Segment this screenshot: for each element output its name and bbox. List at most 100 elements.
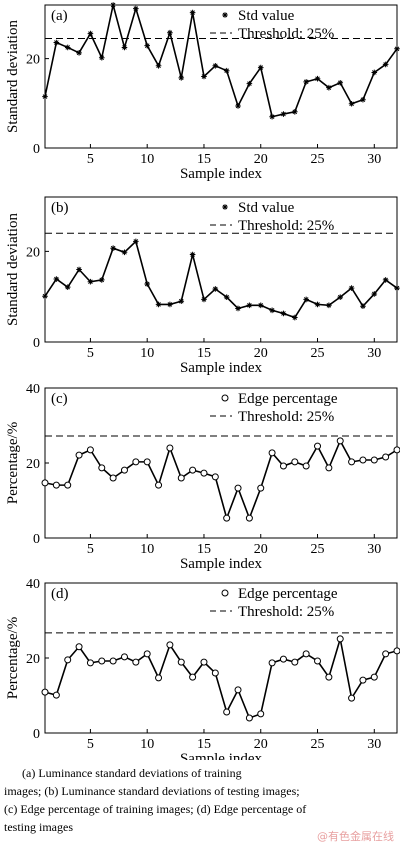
legend-label: Threshold: 25%: [238, 26, 334, 42]
data-point: [325, 464, 333, 472]
data-point: [336, 437, 344, 445]
legend-label: Std value: [238, 200, 295, 216]
data-point: [291, 658, 299, 666]
data-point: [41, 479, 49, 487]
figure: 0 20 5 10 15 20 25 30 Sample index Standard devia…: [5, 2, 400, 760]
y-tick-label: 0: [33, 727, 40, 742]
caption-line: (c) Edge percentage of training images; …: [4, 802, 307, 816]
x-tick-label: 15: [197, 542, 211, 557]
data-point: [303, 296, 309, 303]
data-point: [155, 301, 162, 308]
x-axis-label: Sample index: [180, 166, 263, 182]
data-point: [53, 39, 60, 46]
legend-label: Threshold: 25%: [238, 409, 334, 425]
x-tick-label: 15: [197, 346, 211, 361]
x-tick-label: 20: [254, 152, 268, 167]
data-point: [110, 2, 116, 8]
data-point: [314, 75, 321, 82]
data-point: [212, 286, 219, 292]
x-tick-label: 5: [87, 152, 94, 167]
data-point: [257, 64, 264, 71]
data-point: [257, 302, 264, 309]
data-point: [200, 469, 208, 477]
data-point: [132, 658, 140, 666]
x-tick-label: 20: [254, 542, 268, 557]
data-point: [212, 62, 219, 69]
data-point: [223, 514, 231, 522]
data-point: [336, 635, 344, 643]
data-point: [382, 650, 390, 658]
data-point: [257, 710, 265, 718]
data-point: [133, 238, 139, 245]
y-tick-label: 20: [26, 652, 40, 667]
caption-line: testing images: [4, 820, 73, 834]
legend-symbol: [221, 589, 229, 597]
panel-label: (b): [51, 200, 69, 216]
y-tick-label: 20: [26, 245, 40, 260]
series-line: [44, 638, 398, 720]
y-tick-label: 0: [33, 142, 40, 157]
data-point: [110, 245, 116, 252]
data-point: [348, 458, 356, 466]
data-point: [98, 54, 105, 61]
x-tick-label: 25: [311, 737, 325, 752]
data-point: [98, 277, 105, 283]
data-point: [166, 641, 174, 649]
x-tick-label: 30: [367, 346, 381, 361]
legend-symbol: [222, 204, 228, 210]
data-point: [64, 44, 71, 51]
y-tick-label: 0: [33, 336, 40, 351]
data-point: [223, 67, 230, 74]
data-point: [360, 303, 366, 310]
data-point: [280, 310, 287, 317]
legend-label: Std value: [238, 8, 295, 24]
data-point: [359, 456, 367, 464]
data-point: [121, 44, 128, 51]
caption: (a) Luminance standard deviations of tra…: [0, 764, 400, 836]
data-point: [98, 657, 106, 665]
data-point: [143, 458, 151, 466]
x-tick-label: 25: [311, 346, 325, 361]
y-axis-label: Standard deviation: [5, 213, 21, 326]
x-tick-label: 10: [140, 542, 154, 557]
series-line: [44, 439, 398, 521]
y-tick-label: 20: [26, 457, 40, 472]
data-point: [75, 643, 83, 651]
data-point: [155, 62, 162, 69]
data-point: [167, 301, 173, 308]
x-tick-label: 30: [367, 152, 381, 167]
x-axis-label: Sample index: [180, 751, 263, 760]
x-tick-label: 30: [367, 737, 381, 752]
legend-label: Threshold: 25%: [238, 604, 334, 620]
legend-label: Edge percentage: [238, 586, 338, 602]
caption-line: (a) Luminance standard deviations of tra…: [22, 766, 242, 780]
data-point: [189, 466, 197, 474]
y-tick-label: 40: [26, 577, 40, 592]
data-point: [371, 69, 378, 76]
panel-label: (d): [51, 586, 69, 602]
x-tick-label: 25: [311, 542, 325, 557]
series-line: [44, 239, 398, 319]
data-point: [314, 657, 322, 665]
x-axis-label: Sample index: [180, 360, 263, 376]
x-tick-label: 15: [197, 152, 211, 167]
x-tick-label: 20: [254, 737, 268, 752]
x-tick-label: 10: [140, 346, 154, 361]
legend-symbol: [221, 394, 229, 402]
data-point: [269, 113, 275, 120]
data-point: [292, 109, 298, 115]
data-point: [75, 451, 83, 459]
data-point: [234, 484, 242, 492]
data-point: [246, 80, 253, 87]
data-point: [268, 659, 276, 667]
data-point: [326, 84, 332, 91]
data-point: [64, 481, 72, 489]
data-point: [120, 653, 128, 661]
data-point: [348, 694, 356, 702]
data-point: [87, 30, 94, 37]
data-point: [269, 307, 275, 314]
data-point: [155, 481, 163, 489]
data-point: [109, 474, 117, 482]
data-point: [41, 688, 49, 696]
